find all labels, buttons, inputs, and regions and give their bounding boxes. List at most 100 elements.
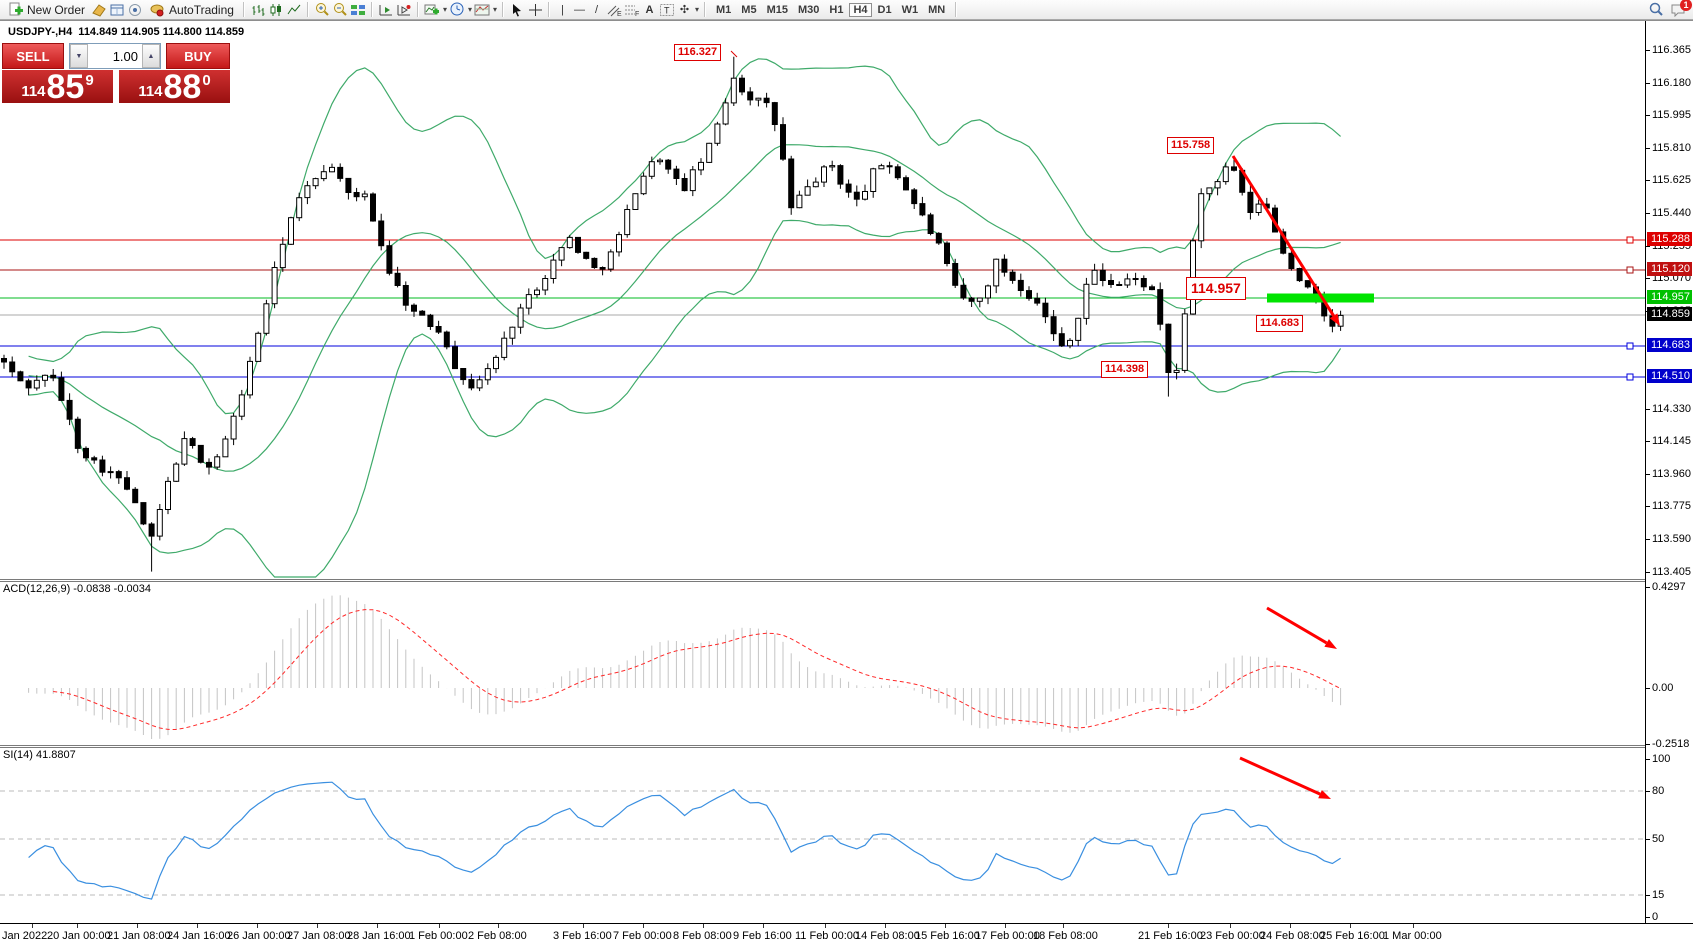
volume-decrease-button[interactable]: ▼ — [70, 44, 88, 68]
price-annotation-116.327[interactable]: 116.327 — [674, 44, 722, 61]
time-axis[interactable]: Jan 2022 20 Jan 00:00 21 Jan 08:00 24 Jan 1… — [0, 923, 1693, 944]
templates-caret[interactable]: ▾ — [492, 5, 497, 14]
notifications-icon[interactable]: 1 — [1670, 0, 1692, 18]
add-indicator-icon[interactable] — [424, 2, 440, 18]
auto-scroll-icon[interactable] — [396, 2, 412, 18]
price-badge-114.859: 114.859 — [1647, 307, 1692, 321]
candlestick-type-icon[interactable] — [268, 2, 284, 18]
chart-title: USDJPY-,H4 114.849 114.905 114.800 114.8… — [8, 26, 245, 38]
add-indicator-caret[interactable]: ▾ — [442, 5, 447, 14]
timeframe-h1[interactable]: H1 — [829, 3, 844, 16]
time-label: 23 Feb 00:00 — [1200, 930, 1265, 942]
axis-tick — [1646, 688, 1650, 689]
bar-chart-type-icon[interactable] — [250, 2, 266, 18]
axis-tick — [1646, 587, 1650, 588]
vertical-line-tool[interactable]: | — [561, 3, 564, 16]
buy-price-prefix: 114 — [138, 83, 163, 100]
timeframe-m5[interactable]: M5 — [741, 3, 757, 16]
text-tool[interactable]: A — [645, 3, 654, 16]
signals-icon[interactable] — [127, 2, 143, 18]
axis-tick-label: 15 — [1652, 889, 1665, 901]
market-watch-icon[interactable] — [91, 2, 107, 18]
new-order-label: New Order — [27, 2, 86, 17]
line-chart-type-icon[interactable] — [286, 2, 302, 18]
volume-input[interactable] — [88, 44, 142, 68]
periods-clock-icon[interactable] — [449, 2, 465, 18]
tile-windows-icon[interactable] — [350, 2, 366, 18]
time-label: 26 Jan 00:00 — [227, 930, 291, 942]
support-highlight-bar[interactable] — [1267, 293, 1374, 303]
time-label: 2 Feb 08:00 — [468, 930, 527, 942]
trend-arrows[interactable] — [1231, 155, 1340, 799]
time-label: 21 Jan 08:00 — [107, 930, 171, 942]
zoom-out-icon[interactable] — [332, 2, 348, 18]
timeframe-m30[interactable]: M30 — [797, 3, 820, 16]
axis-tick — [1646, 759, 1650, 760]
price-annotation-114.957[interactable]: 114.957 — [1186, 277, 1246, 300]
zoom-in-icon[interactable] — [314, 2, 330, 18]
arrows-caret[interactable]: ▾ — [695, 5, 700, 14]
time-label: 3 Feb 16:00 — [553, 930, 612, 942]
svg-text:T: T — [664, 5, 670, 15]
axis-tick — [1646, 895, 1650, 896]
text-label-tool-icon[interactable]: T — [659, 2, 675, 18]
time-label: 1 Feb 00:00 — [409, 930, 468, 942]
axis-tick — [1646, 180, 1650, 181]
time-tick — [1290, 924, 1291, 928]
time-tick — [197, 924, 198, 928]
price-annotation-115.758[interactable]: 115.758 — [1167, 137, 1215, 154]
time-label: 8 Feb 08:00 — [673, 930, 732, 942]
timeframe-h4[interactable]: H4 — [849, 2, 872, 17]
notification-badge: 1 — [1680, 0, 1692, 11]
time-tick — [643, 924, 644, 928]
axis-tick — [1646, 83, 1650, 84]
price-axis[interactable]: 116.365 116.180 115.995 115.810 115.625 115.4… — [1646, 21, 1693, 923]
data-window-icon[interactable] — [109, 2, 125, 18]
fibonacci-tool-icon[interactable]: F — [624, 2, 640, 18]
chart-shift-icon[interactable] — [378, 2, 394, 18]
axis-tick — [1646, 278, 1650, 279]
periods-caret[interactable]: ▾ — [467, 5, 472, 14]
timeframe-mn[interactable]: MN — [928, 3, 946, 16]
axis-tick-label: 100 — [1652, 753, 1671, 765]
one-click-trading-panel: SELL ▼ ▲ BUY 114 85 9 114 88 0 — [2, 43, 230, 104]
axis-tick-label: 115.995 — [1652, 109, 1691, 121]
buy-button[interactable]: BUY — [166, 43, 230, 69]
axis-tick-label: 0.4297 — [1652, 581, 1686, 593]
sell-button[interactable]: SELL — [2, 43, 64, 69]
volume-increase-button[interactable]: ▲ — [142, 44, 160, 68]
price-badge-115.120: 115.120 — [1647, 262, 1692, 276]
time-label: 24 Feb 08:00 — [1260, 930, 1325, 942]
trendline-tool[interactable]: / — [594, 3, 599, 16]
templates-icon[interactable] — [474, 2, 490, 18]
chart-canvas[interactable] — [0, 21, 1646, 923]
price-annotation-114.398[interactable]: 114.398 — [1101, 361, 1149, 378]
axis-tick-label: 115.810 — [1652, 142, 1691, 154]
timeframe-d1[interactable]: D1 — [877, 3, 892, 16]
timeframe-m15[interactable]: M15 — [766, 3, 788, 16]
horizontal-line-tool[interactable]: — — [574, 3, 585, 16]
axis-tick-label: 115.625 — [1652, 174, 1691, 186]
channel-tool-icon[interactable]: E — [606, 2, 622, 18]
time-tick — [77, 924, 78, 928]
toolbar-separator — [955, 2, 958, 17]
timeframe-m1[interactable]: M1 — [716, 3, 732, 16]
axis-tick-label: 114.330 — [1652, 403, 1691, 415]
arrows-tool[interactable]: ✣ — [679, 4, 690, 16]
svg-text:E: E — [617, 11, 622, 17]
candlesticks — [1, 56, 1344, 572]
timeframe-w1[interactable]: W1 — [901, 3, 919, 16]
time-tick — [1350, 924, 1351, 928]
sell-price-display[interactable]: 114 85 9 — [2, 70, 113, 104]
time-tick — [257, 924, 258, 928]
buy-price-display[interactable]: 114 88 0 — [119, 70, 230, 104]
price-annotation-114.683[interactable]: 114.683 — [1256, 315, 1304, 332]
horizontal-lines[interactable] — [0, 236, 1645, 381]
cursor-icon[interactable] — [509, 2, 525, 18]
time-label: 24 Jan 16:00 — [167, 930, 231, 942]
new-order-button[interactable]: New Order — [3, 1, 89, 19]
crosshair-icon[interactable] — [527, 2, 543, 18]
autotrading-button[interactable]: AutoTrading — [145, 1, 238, 19]
search-icon[interactable] — [1648, 2, 1664, 18]
rsi-pane — [0, 781, 1645, 900]
